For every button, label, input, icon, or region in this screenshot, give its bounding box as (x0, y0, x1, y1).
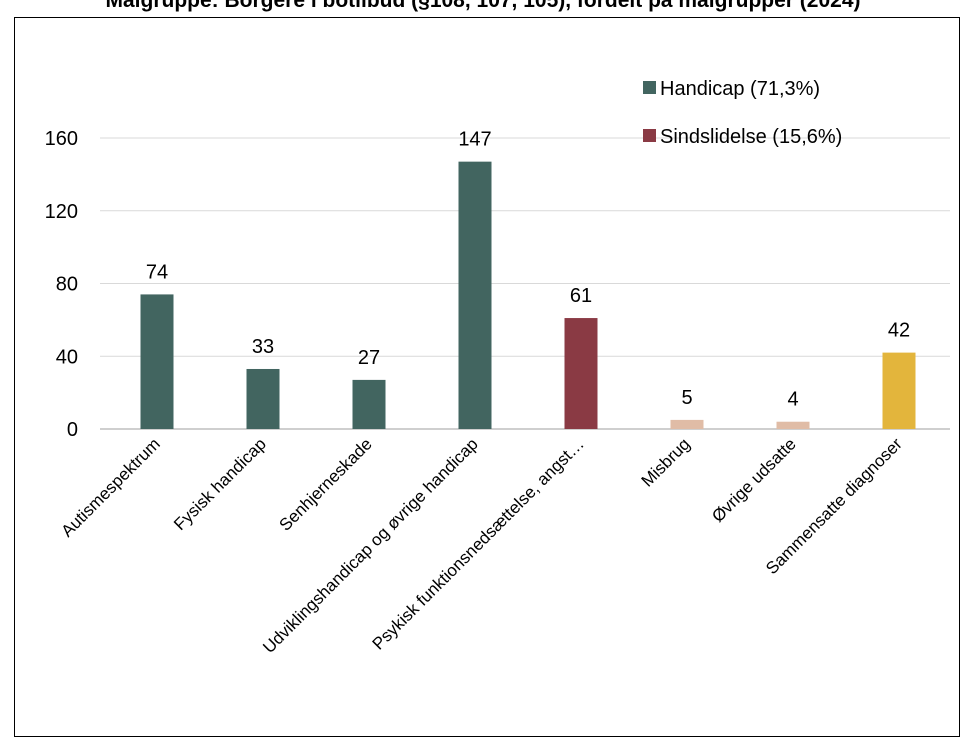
x-tick-label: Fysisk handicap (170, 434, 270, 534)
gridlines (100, 137, 950, 430)
y-tick-label: 0 (67, 419, 78, 441)
x-tick-label: Misbrug (638, 434, 694, 490)
bar (140, 294, 174, 429)
x-tick-label: Udviklingshandicap og øvrige handicap (259, 434, 482, 657)
legend-label: Sindslidelse (15,6%) (660, 126, 842, 148)
legend: Handicap (71,3%) Sindslidelse (15,6%) (643, 78, 842, 148)
data-label: 33 (252, 336, 274, 358)
y-tick-label: 160 (45, 128, 78, 150)
y-tick-label: 80 (56, 274, 78, 296)
bar (352, 379, 386, 429)
data-label: 147 (458, 129, 491, 151)
x-tick-label: Senhjerneskade (276, 434, 376, 534)
legend-swatch (643, 129, 656, 142)
y-tick-label: 40 (56, 346, 78, 368)
bar (670, 419, 704, 429)
data-label: 5 (681, 387, 692, 409)
data-label: 74 (146, 261, 168, 283)
bar (882, 352, 916, 429)
x-tick-label: Psykisk funktionsnedsættelse, angst… (369, 434, 588, 653)
chart-title: Målgruppe: Borgere i botilbud (§108, 107… (105, 0, 861, 12)
bar (776, 421, 810, 429)
legend-label: Handicap (71,3%) (660, 78, 820, 100)
bar (246, 368, 280, 429)
data-label: 27 (358, 347, 380, 369)
x-axis-ticks: Autismespektrum Fysisk handicap Senhjernes… (58, 434, 907, 657)
x-tick-label: Autismespektrum (58, 434, 164, 540)
data-labels: 74 33 27 147 61 5 4 42 (146, 129, 910, 411)
y-axis-ticks: 0 40 80 120 160 (45, 128, 78, 441)
data-label: 61 (570, 285, 592, 307)
x-tick-label: Øvrige udsatte (708, 434, 800, 526)
bar (458, 161, 492, 430)
data-label: 42 (888, 320, 910, 342)
y-tick-label: 120 (45, 201, 78, 223)
bars (140, 161, 916, 430)
data-label: 4 (787, 389, 798, 411)
legend-swatch (643, 81, 656, 94)
bar (564, 318, 598, 429)
